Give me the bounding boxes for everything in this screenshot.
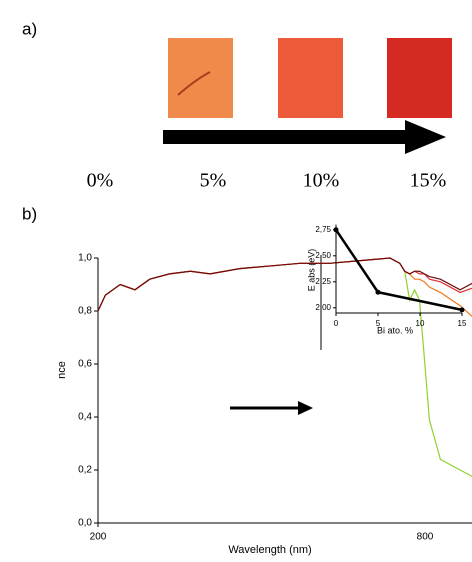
- x-axis-label: Bi ato. %: [377, 325, 413, 335]
- y-axis-label: E abs (eV): [306, 249, 316, 292]
- series-line: [334, 229, 463, 312]
- panel-label: a): [22, 19, 37, 38]
- series-line: [97, 257, 472, 478]
- sample-photo: [278, 38, 343, 118]
- sample-label: 0%: [87, 170, 114, 192]
- y-tick-label: 0,6: [78, 359, 92, 370]
- y-tick-label: 2,75: [315, 225, 331, 234]
- series-line: [97, 257, 472, 312]
- x-tick-label: 200: [90, 532, 107, 543]
- y-tick-label: 0,0: [78, 518, 92, 529]
- series-line: [97, 257, 472, 312]
- data-point: [459, 307, 465, 313]
- x-axis-label: Wavelength (nm): [228, 544, 311, 556]
- sample-label: 15%: [410, 170, 447, 192]
- data-point: [333, 227, 339, 233]
- panel-label: b): [22, 204, 37, 223]
- y-tick-label: 0,8: [78, 306, 92, 317]
- y-axis-label: nce: [56, 361, 68, 379]
- shift-arrow-head: [298, 401, 313, 415]
- y-tick-label: 0,4: [78, 412, 92, 423]
- annotation: 800: [417, 532, 434, 543]
- y-tick-label: 2,50: [315, 251, 331, 260]
- x-tick-label: 0: [334, 319, 339, 328]
- x-tick-label: 15: [458, 319, 467, 328]
- y-tick-label: 1,0: [78, 253, 92, 264]
- photo-crack: [177, 71, 211, 96]
- arrow: [163, 120, 446, 154]
- sample-label: 10%: [303, 170, 340, 192]
- y-tick-label: 2,25: [315, 277, 331, 286]
- y-tick-label: 0,2: [78, 465, 92, 476]
- data-point: [375, 289, 381, 295]
- x-tick-label: 10: [416, 319, 425, 328]
- sample-photo: [387, 38, 452, 118]
- y-tick-label: 2,00: [315, 303, 331, 312]
- x-tick-label: 5: [376, 319, 381, 328]
- sample-label: 5%: [200, 170, 227, 192]
- series-line: [97, 257, 472, 318]
